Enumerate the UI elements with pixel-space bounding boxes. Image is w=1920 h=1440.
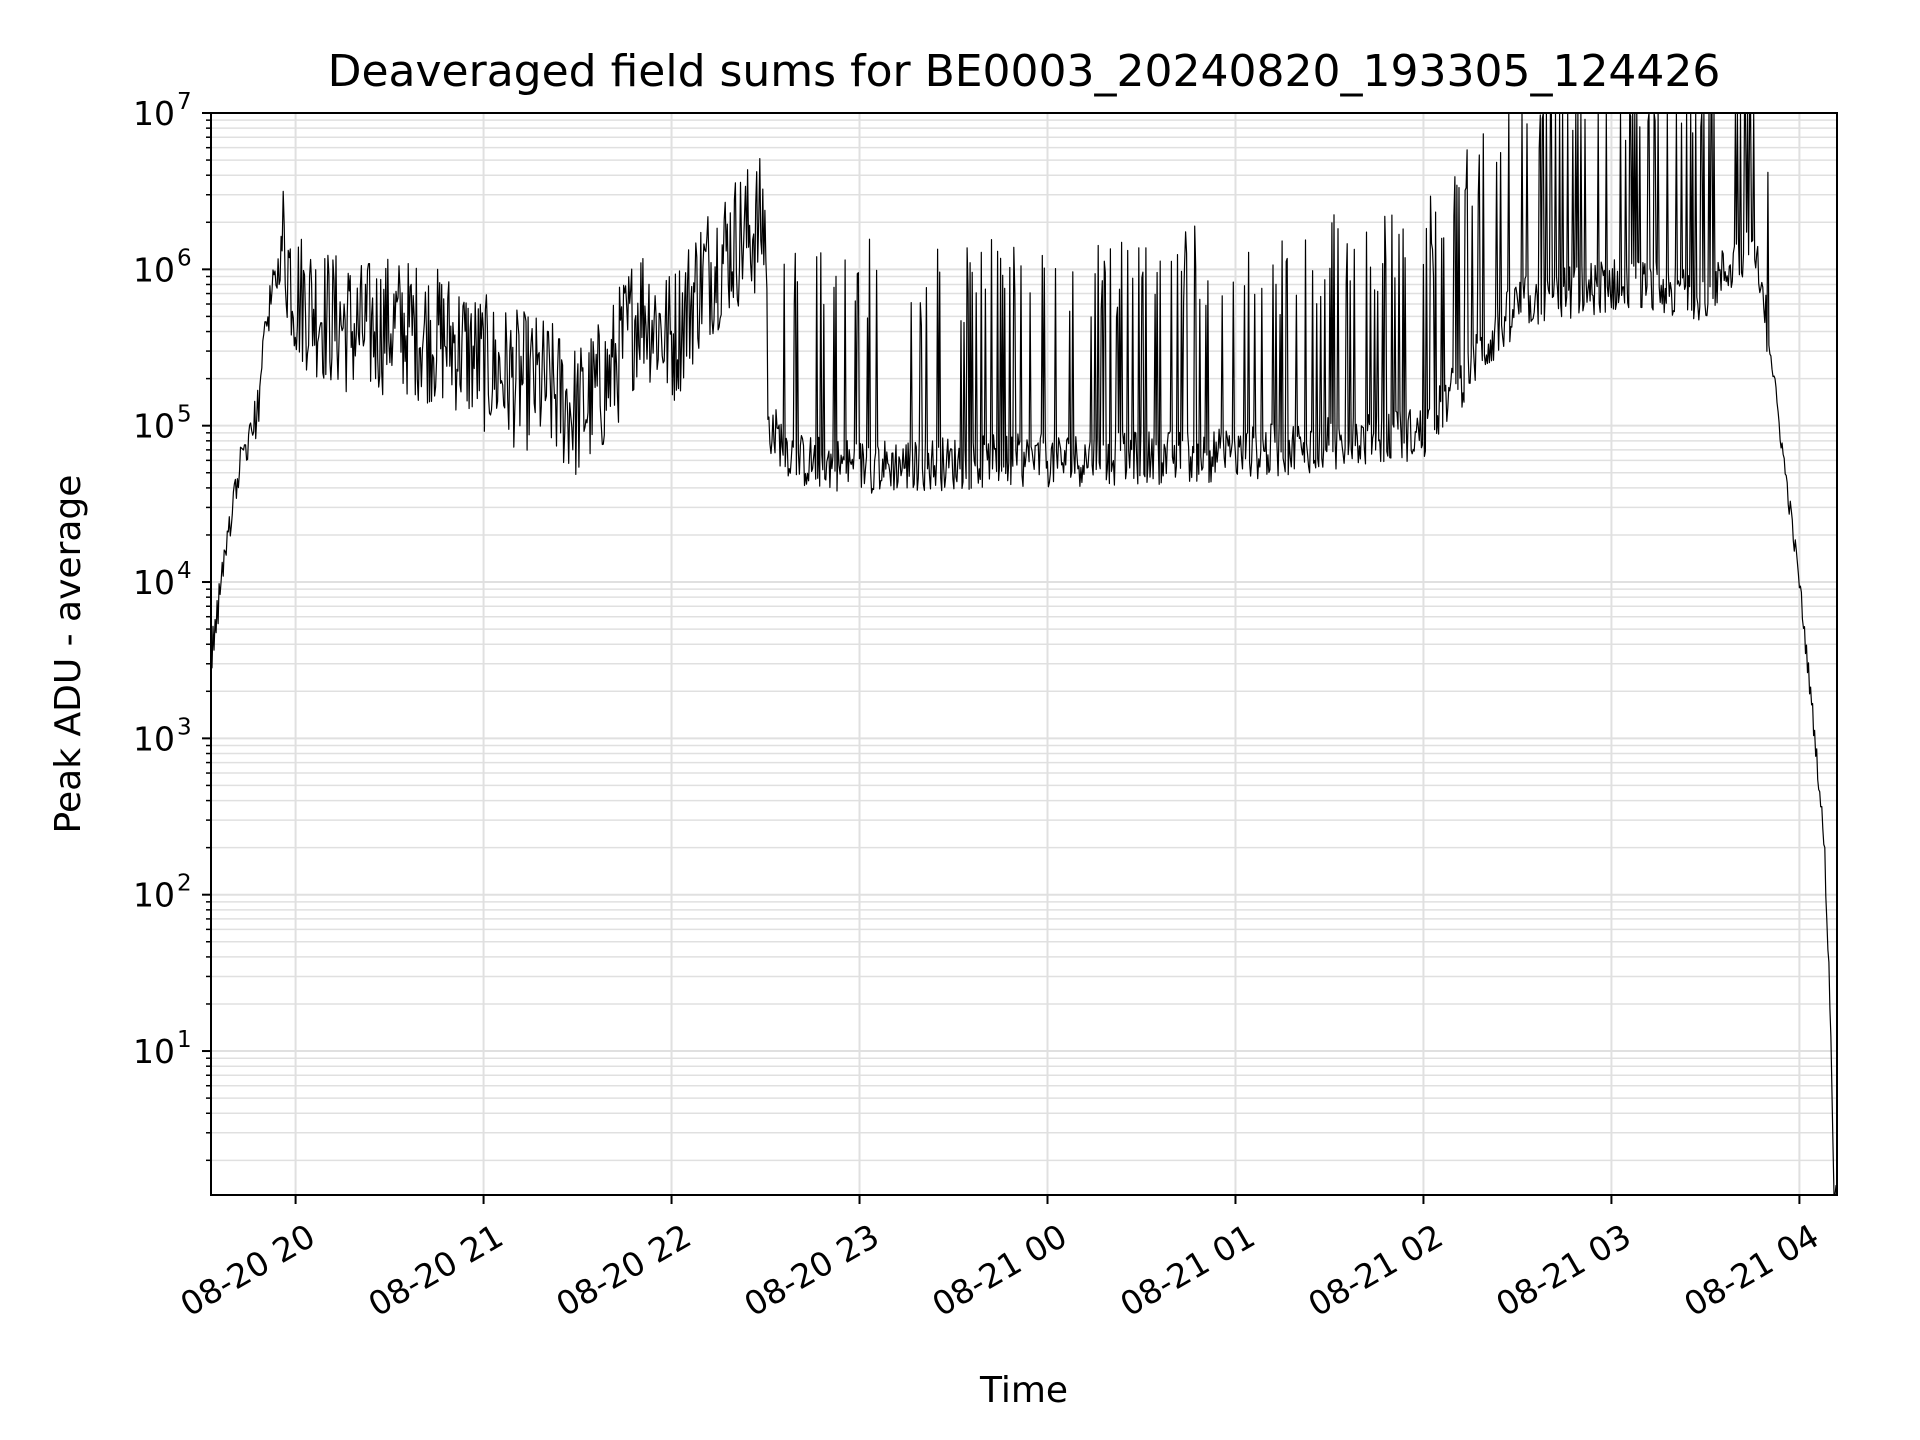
y-tick-exponent: 3 <box>177 714 192 740</box>
x-tick-label: 08-21 04 <box>1677 1216 1825 1324</box>
y-tick-exponent: 5 <box>177 402 192 428</box>
y-tick-label: 10 <box>133 407 175 446</box>
x-tick-label: 08-20 20 <box>174 1216 322 1324</box>
y-tick-label: 10 <box>133 1032 175 1071</box>
data-line-layer <box>210 112 1838 1196</box>
x-tick-label: 08-21 00 <box>926 1216 1074 1324</box>
x-tick-label: 08-21 02 <box>1301 1216 1449 1324</box>
y-tick-label: 10 <box>133 876 175 915</box>
x-tick-label: 08-21 03 <box>1489 1216 1637 1324</box>
y-tick-label: 10 <box>133 719 175 758</box>
y-axis-label: Peak ADU - average <box>48 475 89 834</box>
x-tick-label: 08-20 21 <box>362 1216 510 1324</box>
chart-title: Deaveraged field sums for BE0003_2024082… <box>328 46 1721 97</box>
y-tick-exponent: 1 <box>177 1027 192 1053</box>
x-axis: 08-20 20 08-20 21 08-20 22 08-20 23 08-21 00… <box>174 1195 1825 1324</box>
y-tick-label: 10 <box>133 250 175 289</box>
x-tick-label: 08-20 23 <box>738 1216 886 1324</box>
grid <box>211 112 1837 1195</box>
y-tick-label: 10 <box>133 563 175 602</box>
plot-frame <box>210 112 1838 1196</box>
series-line <box>210 112 1838 1196</box>
x-tick-label: 08-20 22 <box>550 1216 698 1324</box>
x-tick-label: 08-21 01 <box>1113 1216 1261 1324</box>
x-axis-label: Time <box>979 1370 1068 1411</box>
y-tick-exponent: 6 <box>177 245 192 271</box>
y-tick-exponent: 4 <box>177 558 192 584</box>
y-tick-exponent: 7 <box>177 89 192 115</box>
y-tick-exponent: 2 <box>177 871 192 897</box>
y-tick-label: 10 <box>133 94 175 133</box>
